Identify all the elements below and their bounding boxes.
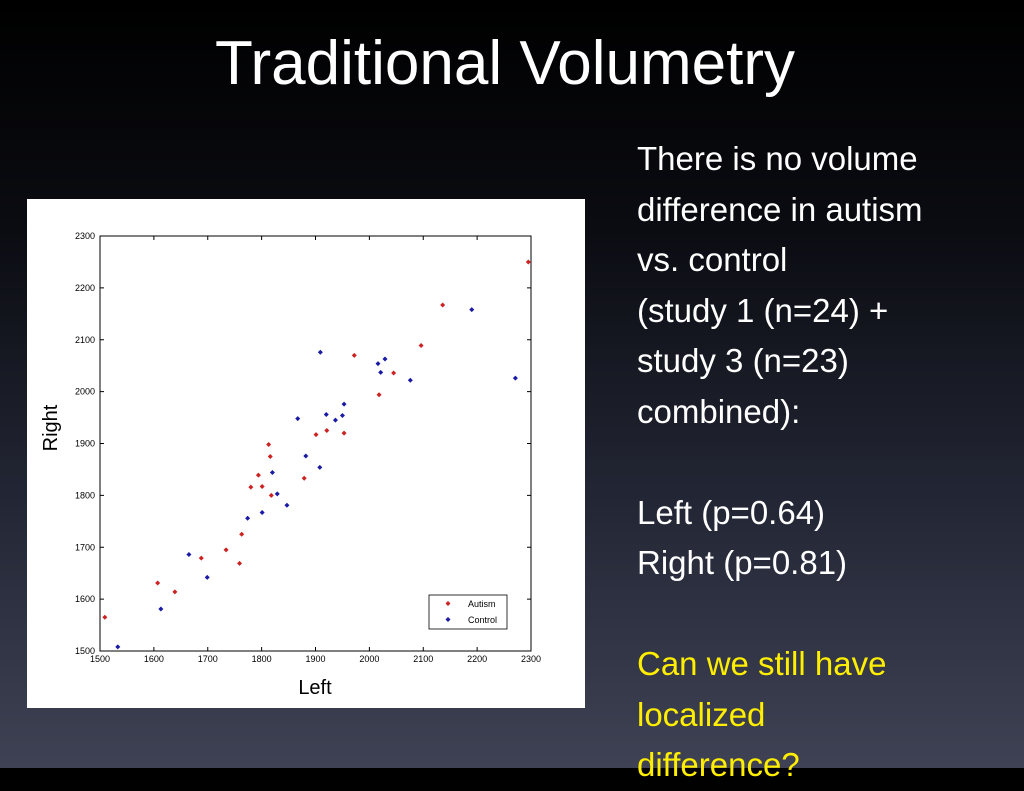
data-point-autism: [267, 453, 273, 459]
y-tick-label: 2200: [75, 283, 95, 293]
y-tick-label: 2100: [75, 335, 95, 345]
y-tick-label: 2300: [75, 231, 95, 241]
data-point-control: [186, 552, 192, 558]
data-point-control: [158, 606, 164, 612]
data-point-autism: [341, 430, 347, 436]
body-line: study 3 (n=23): [637, 342, 849, 379]
data-point-control: [512, 375, 518, 381]
y-tick-label: 1600: [75, 594, 95, 604]
data-point-control: [204, 574, 210, 580]
question-line: localized: [637, 695, 766, 733]
y-axis-label: Right: [40, 404, 62, 451]
data-point-control: [245, 515, 251, 521]
x-tick-label: 1800: [252, 654, 272, 664]
chart-legend: Autism Control: [428, 594, 508, 630]
data-point-control: [378, 369, 384, 375]
slide-title: Traditional Volumetry: [214, 29, 796, 98]
data-point-control: [317, 349, 323, 355]
data-point-autism: [324, 428, 330, 434]
data-point-control: [295, 416, 301, 422]
data-point-autism: [268, 492, 274, 498]
data-point-autism: [351, 352, 357, 358]
data-point-control: [339, 412, 345, 418]
data-point-control: [284, 502, 290, 508]
legend-marker-control: [445, 617, 451, 622]
data-point-control: [269, 470, 275, 476]
data-point-control: [274, 491, 280, 497]
y-tick-label: 1700: [75, 542, 95, 552]
data-point-control: [469, 307, 475, 313]
x-axis-label: Left: [298, 677, 332, 699]
x-tick-label: 2100: [413, 654, 433, 664]
y-tick-label: 1800: [75, 490, 95, 500]
data-point-autism: [391, 370, 397, 376]
data-point-autism: [301, 475, 307, 481]
data-point-control: [115, 644, 121, 650]
stat-left-line: Left (p=0.64): [637, 493, 826, 531]
x-tick-label: 2300: [521, 654, 541, 664]
scatter-chart: 1500 1600 1700 1800 1900 2000 2100 2200 2300 1500…: [40, 231, 541, 699]
data-point-autism: [266, 442, 272, 448]
x-tick-label: 1700: [198, 654, 218, 664]
data-point-autism: [248, 484, 254, 490]
y-tick-label: 1900: [75, 439, 95, 449]
data-point-autism: [440, 302, 446, 308]
data-point-autism: [313, 432, 319, 438]
data-point-autism: [525, 259, 531, 265]
plot-area: [99, 235, 532, 652]
data-point-control: [332, 417, 338, 423]
data-point-autism: [198, 555, 204, 561]
data-point-control: [259, 509, 265, 515]
data-point-control: [375, 361, 381, 367]
stat-right-line: Right (p=0.81): [637, 544, 848, 581]
data-point-autism: [418, 342, 424, 348]
data-point-autism: [259, 484, 265, 490]
data-point-control: [303, 453, 309, 459]
question-line: Can we still have: [637, 645, 887, 682]
legend-marker-autism: [445, 601, 451, 606]
data-point-autism: [239, 531, 245, 537]
y-tick-label: 2000: [75, 387, 95, 397]
question-line: difference?: [637, 746, 800, 783]
data-point-autism: [172, 589, 178, 595]
scatter-chart-panel: 1500 1600 1700 1800 1900 2000 2100 2200 2300 1500…: [27, 199, 585, 708]
data-point-autism: [102, 614, 108, 620]
body-line: (study 1 (n=24) +: [637, 291, 889, 329]
x-tick-label: 2200: [467, 654, 487, 664]
data-point-autism: [223, 547, 229, 553]
data-point-control: [317, 464, 323, 470]
legend-box: [428, 594, 508, 630]
legend-label-autism: Autism: [468, 599, 496, 609]
body-line: There is no volume: [637, 140, 918, 177]
body-line: difference in autism: [637, 190, 923, 228]
x-tick-label: 2000: [359, 654, 379, 664]
data-point-autism: [155, 580, 161, 586]
data-point-control: [382, 356, 388, 362]
x-tick-label: 1500: [90, 654, 110, 664]
data-point-control: [341, 401, 347, 407]
slide-body-text: There is no volume difference in autism …: [637, 134, 1022, 791]
data-point-control: [323, 411, 329, 417]
x-tick-label: 1600: [144, 654, 164, 664]
legend-label-control: Control: [468, 615, 497, 625]
body-line: vs. control: [637, 241, 788, 278]
x-tick-label: 1900: [305, 654, 325, 664]
data-point-control: [407, 377, 413, 383]
data-point-autism: [376, 392, 382, 398]
data-point-autism: [237, 560, 243, 566]
body-line: combined):: [637, 392, 801, 430]
y-tick-label: 1500: [75, 646, 95, 656]
data-point-autism: [255, 472, 261, 478]
